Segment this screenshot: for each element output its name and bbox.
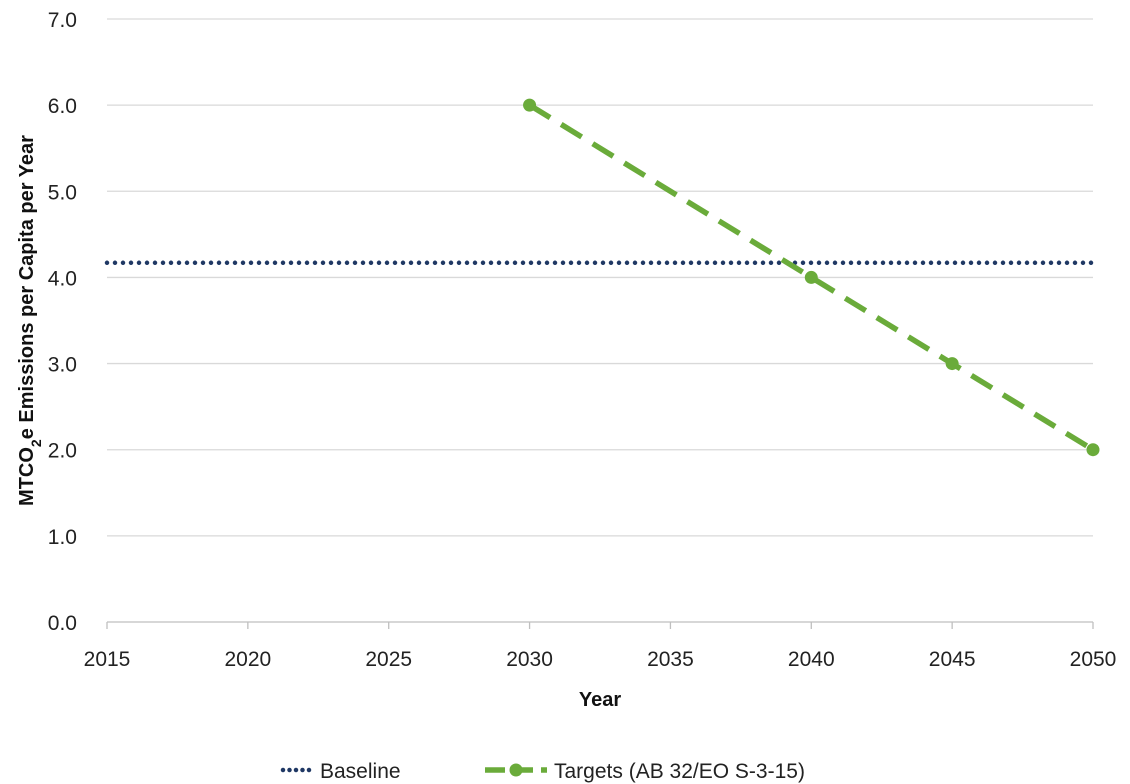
x-tick-label-2015: 2015 <box>84 648 131 671</box>
y-tick-label-4.0: 4.0 <box>48 267 77 290</box>
y-tick-label-5.0: 5.0 <box>48 181 77 204</box>
marker-targets-2040 <box>804 270 818 284</box>
y-tick-label-3.0: 3.0 <box>48 354 77 377</box>
marker-targets-2045 <box>945 357 959 371</box>
x-tick-label-2025: 2025 <box>365 648 412 671</box>
x-tick-label-2030: 2030 <box>506 648 553 671</box>
y-axis-title-part2: e Emissions per Capita per Year <box>16 135 38 439</box>
marker-targets-2050 <box>1086 443 1100 457</box>
y-axis-title: MTCO2e Emissions per Capita per Year <box>16 135 44 506</box>
series-layer <box>104 98 1100 457</box>
series-line-targets <box>528 102 1095 453</box>
x-tick-label-2040: 2040 <box>788 648 835 671</box>
legend-label-targets: Targets (AB 32/EO S-3-15) <box>554 760 805 783</box>
y-tick-label-7.0: 7.0 <box>48 9 77 32</box>
x-tick-label-2050: 2050 <box>1070 648 1117 671</box>
x-tick-label-2045: 2045 <box>929 648 976 671</box>
x-tick-label-2020: 2020 <box>224 648 271 671</box>
y-tick-label-1.0: 1.0 <box>48 526 77 549</box>
x-axis-title: Year <box>579 689 621 711</box>
marker-targets-2030 <box>523 98 537 112</box>
y-tick-label-0.0: 0.0 <box>48 612 77 635</box>
y-axis-title-part1: MTCO <box>16 447 38 506</box>
y-axis-title-subscript: 2 <box>28 439 44 447</box>
legend-label-baseline: Baseline <box>320 760 401 783</box>
x-tick-label-2035: 2035 <box>647 648 694 671</box>
y-tick-label-6.0: 6.0 <box>48 95 77 118</box>
gridlines <box>107 18 1093 537</box>
legend: Baseline Targets (AB 32/EO S-3-15) <box>280 760 805 783</box>
x-axis: 2015 2020 2025 2030 2035 2040 2045 2050 <box>84 621 1117 671</box>
y-tick-label-2.0: 2.0 <box>48 440 77 463</box>
y-axis-ticks: 0.0 1.0 2.0 3.0 4.0 5.0 6.0 7.0 <box>48 9 77 635</box>
legend-marker-targets <box>509 763 523 777</box>
